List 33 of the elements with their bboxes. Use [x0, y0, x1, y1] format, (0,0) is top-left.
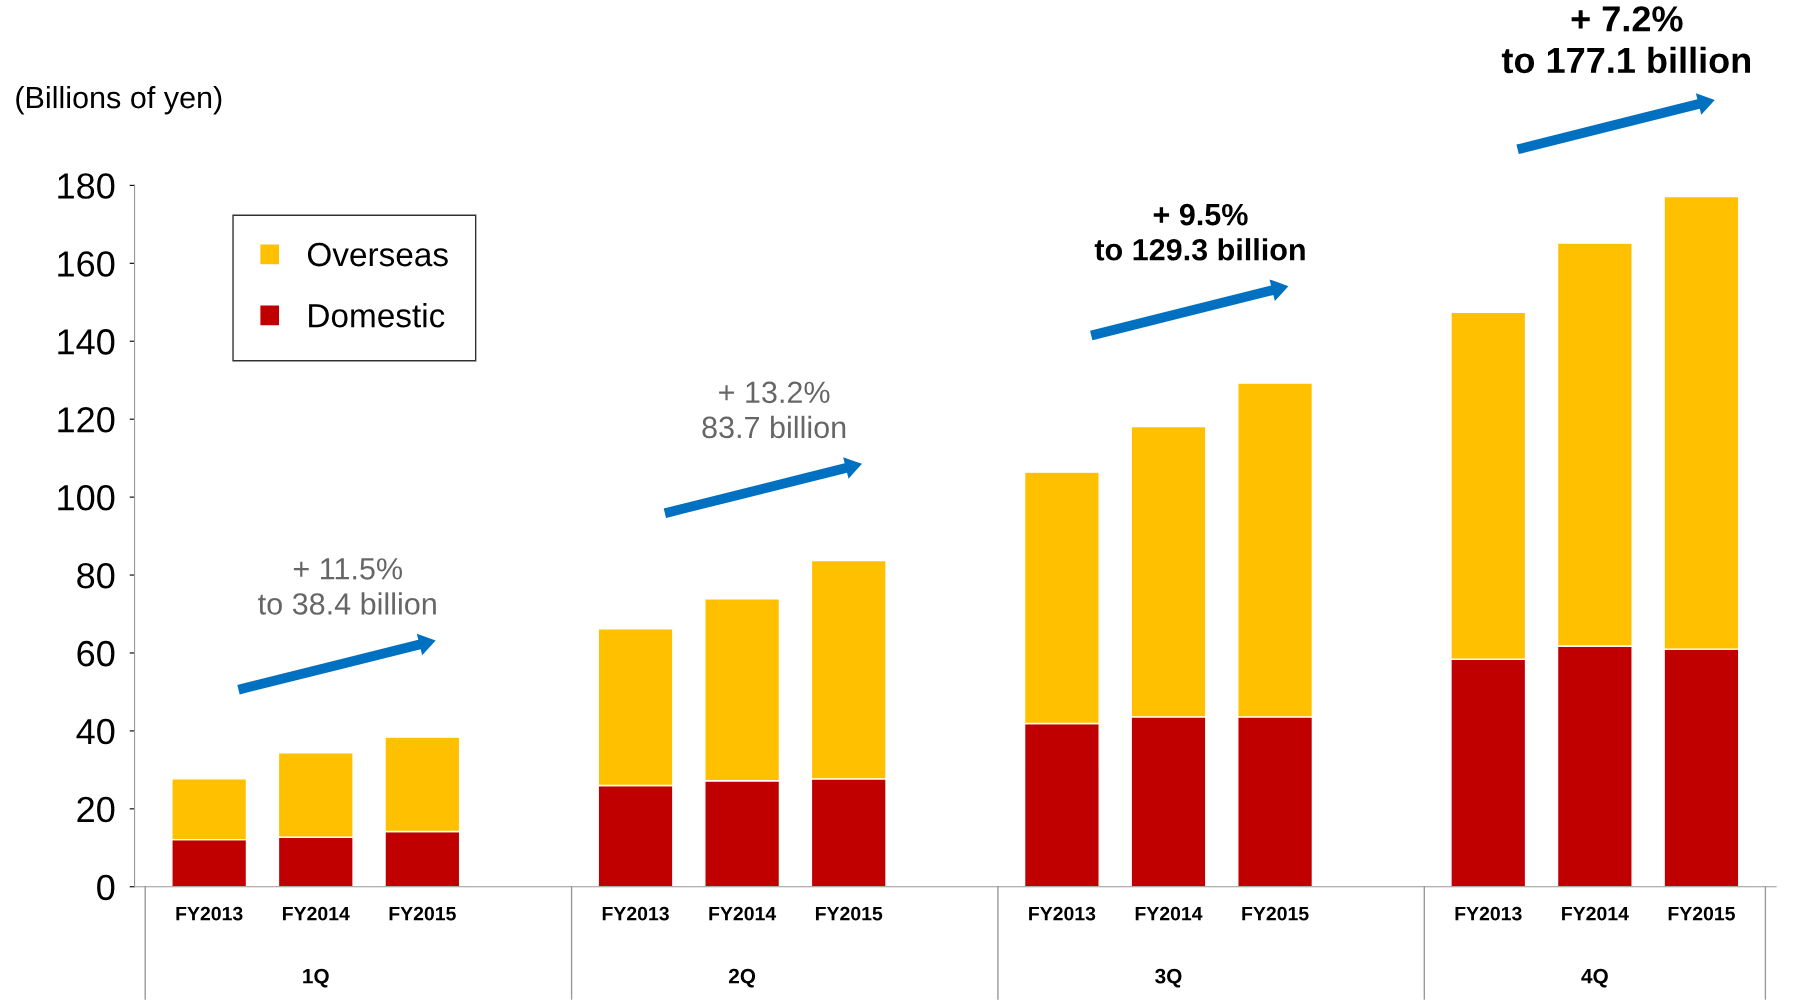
x-tick-label: FY2015 — [389, 906, 456, 921]
y-axis-title: (Billions of yen) — [16, 85, 222, 115]
y-tick-label: 160 — [58, 251, 115, 277]
x-tick-label: FY2015 — [815, 906, 883, 921]
text: 3Q — [1155, 968, 1182, 988]
annotation: + 13.2% 83.7 billion — [702, 381, 846, 439]
x-tick-label: FY2013 — [176, 906, 243, 921]
text: 2Q — [728, 968, 756, 988]
x-tick-label: FY2013 — [602, 906, 669, 921]
y-tick-label: 40 — [76, 718, 115, 745]
x-tick-label: FY2014 — [283, 906, 350, 921]
legend-label: Overseas — [307, 242, 448, 267]
y-tick-label: 0 — [97, 874, 115, 901]
y-tick-label: 100 — [58, 484, 115, 511]
text: 4Q — [1581, 968, 1608, 988]
y-tick-label: 180 — [58, 173, 115, 199]
x-tick-label: FY2013 — [1029, 906, 1096, 921]
x-tick-label: FY2014 — [1135, 906, 1203, 921]
y-tick-label: 20 — [77, 796, 115, 823]
x-tick-label: FY2014 — [709, 906, 777, 921]
annotation: + 11.5% to 38.4 billion — [258, 558, 436, 615]
y-tick-label: 140 — [58, 329, 115, 355]
y-tick-label: 60 — [77, 640, 115, 667]
x-tick-label: FY2014 — [1562, 906, 1629, 921]
x-tick-label: FY2015 — [1242, 906, 1309, 921]
y-tick-label: 120 — [58, 407, 115, 433]
text: 1Q — [303, 968, 329, 988]
y-tick-label: 80 — [77, 562, 115, 589]
text: + 7.2% to 177.1 billion — [1501, 6, 1751, 74]
x-tick-label: FY2013 — [1455, 906, 1522, 921]
x-tick-label: FY2015 — [1668, 906, 1735, 921]
legend-label: Domestic — [309, 302, 445, 328]
annotation: + 9.5% to 129.3 billion — [1094, 203, 1305, 261]
